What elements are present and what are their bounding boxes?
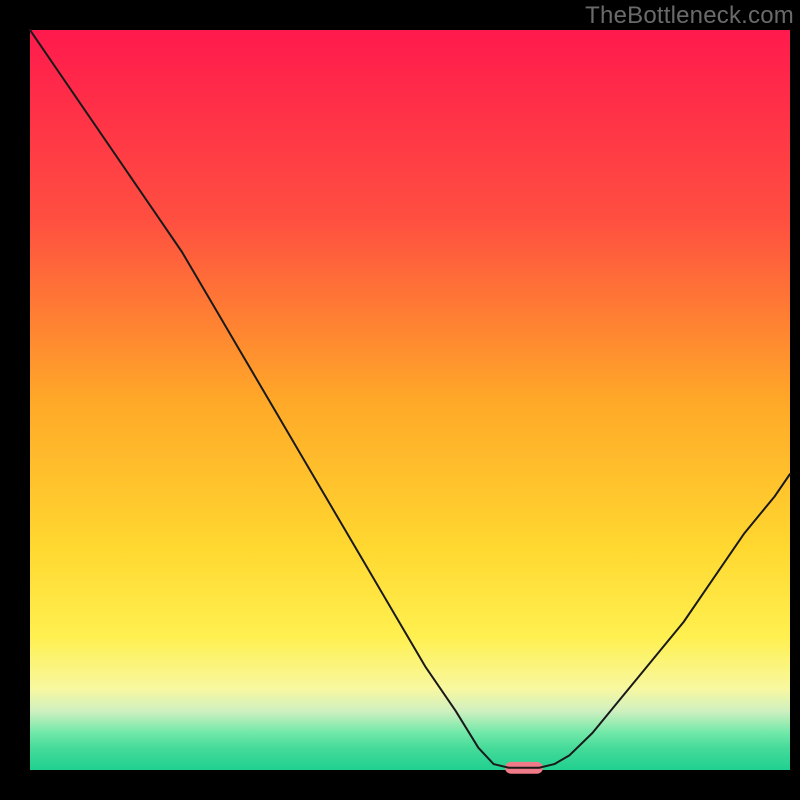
chart-container: TheBottleneck.com xyxy=(0,0,800,800)
bottleneck-chart xyxy=(0,0,800,800)
plot-background xyxy=(30,30,790,770)
attribution-text: TheBottleneck.com xyxy=(585,2,794,30)
